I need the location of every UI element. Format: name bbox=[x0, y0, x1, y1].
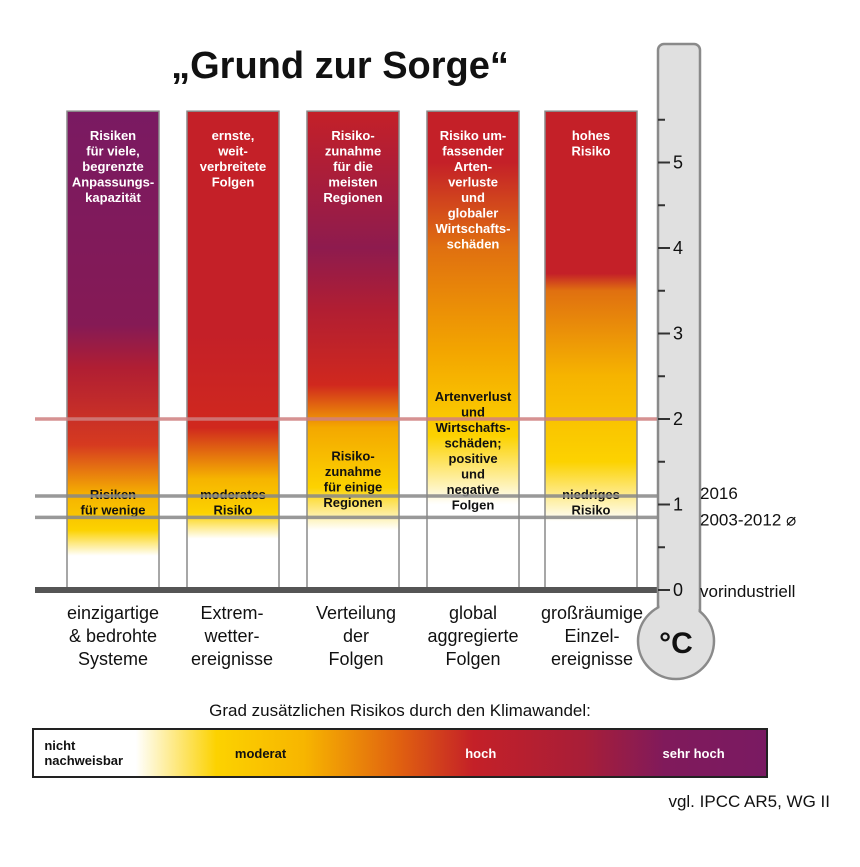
legend-item-4: sehr hoch bbox=[663, 746, 725, 761]
legend-item-3: hoch bbox=[465, 746, 496, 761]
bar-1-label-1: Risiken für viele, begrenzte Anpassungs-kap… bbox=[72, 128, 154, 205]
category-label-4: global aggregierte Folgen bbox=[427, 603, 518, 669]
legend-title: Grad zusätzlichen Risikos durch den Klim… bbox=[209, 701, 591, 720]
bar-3-label-2: Risiko-zunahme für einige Regionen bbox=[323, 449, 382, 511]
risk-legend: Grad zusätzlichen Risikos durch den Klim… bbox=[32, 701, 768, 778]
risk-bar-5 bbox=[544, 110, 638, 591]
bar-4-label-2: Artenverlust und Wirtschafts-schäden; posit… bbox=[435, 389, 512, 513]
bar-3-label-1: Risiko-zunahme für die meisten Regionen bbox=[323, 128, 382, 205]
thermometer: °C 0 1 2 3 4 5 vorindustriell 2003-2012 ⌀ 2016 bbox=[636, 42, 796, 681]
bar-2-label-1: ernste, weit-verbreitete Folgen bbox=[200, 128, 266, 190]
tick-label-0: 0 bbox=[673, 580, 683, 600]
zero-label: vorindustriell bbox=[700, 582, 795, 601]
reference-label-1: 2003-2012 ⌀ bbox=[700, 510, 796, 529]
risk-bar-2 bbox=[186, 110, 280, 591]
reference-label-2: 2016 bbox=[700, 484, 738, 503]
risk-bar-4 bbox=[426, 110, 520, 591]
tick-label-1: 1 bbox=[673, 495, 683, 515]
legend-item-1: nicht nachweisbar bbox=[44, 738, 123, 768]
thermometer-tube bbox=[656, 42, 702, 646]
category-labels: einzigartige & bedrohte Systeme Extrem-wett… bbox=[67, 603, 643, 669]
tick-label-2: 2 bbox=[673, 409, 683, 429]
source-note: vgl. IPCC AR5, WG II bbox=[668, 792, 830, 811]
category-label-3: Verteilung der Folgen bbox=[316, 603, 396, 669]
unit-label: °C bbox=[659, 627, 693, 660]
reference-lines bbox=[35, 417, 658, 593]
category-label-1: einzigartige & bedrohte Systeme bbox=[67, 603, 159, 669]
legend-bar bbox=[32, 728, 768, 778]
tick-label-3: 3 bbox=[673, 324, 683, 344]
bar-5-label-1: hohes Risiko bbox=[571, 128, 610, 159]
category-label-5: großräumige Einzel-ereignisse bbox=[541, 603, 643, 669]
chart-title: „Grund zur Sorge“ bbox=[171, 45, 509, 87]
category-label-2: Extrem-wetter-ereignisse bbox=[191, 603, 273, 669]
risk-bar-3 bbox=[306, 110, 400, 591]
legend-item-2: moderat bbox=[235, 746, 287, 761]
bar-5-label-2: niedrigesRisiko bbox=[562, 487, 620, 518]
risk-bars: Risiken für viele, begrenzte Anpassungs-kap… bbox=[66, 110, 638, 591]
tick-label-5: 5 bbox=[673, 153, 683, 173]
risk-bar-1 bbox=[66, 110, 160, 591]
bar-4-label-1: Risiko um-fassender Arten-verluste und glob… bbox=[435, 128, 510, 252]
tick-label-4: 4 bbox=[673, 238, 683, 258]
thermometer-joint bbox=[659, 600, 699, 650]
